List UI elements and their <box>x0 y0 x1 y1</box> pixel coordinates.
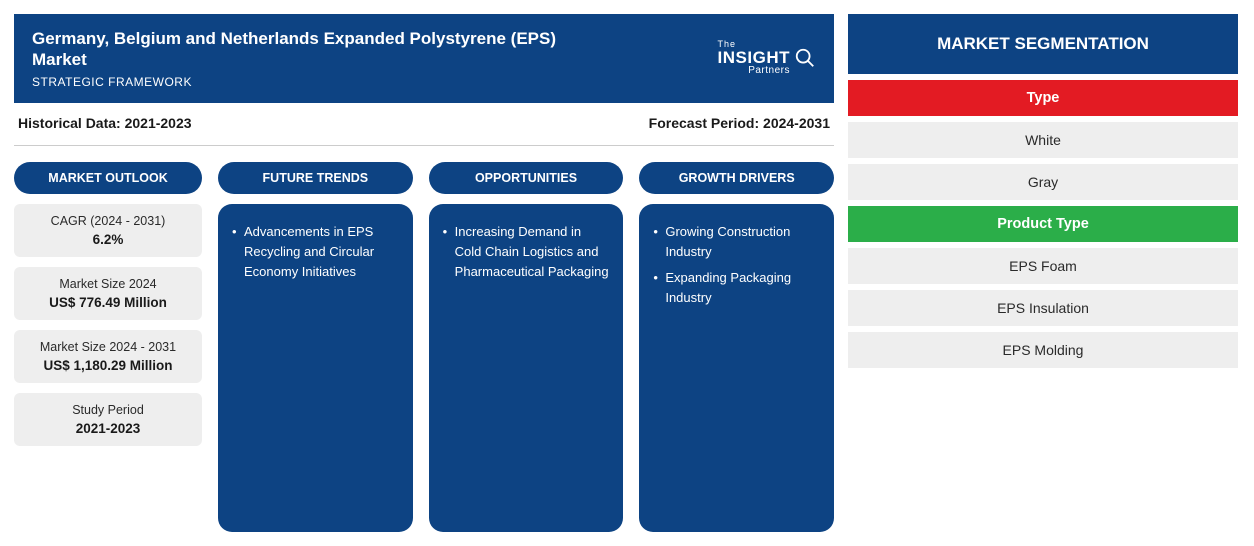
opportunities-heading: OPPORTUNITIES <box>429 162 624 194</box>
market-outlook-column: MARKET OUTLOOK CAGR (2024 - 2031) 6.2% M… <box>14 162 202 533</box>
list-item: Increasing Demand in Cold Chain Logistic… <box>443 222 610 282</box>
segmentation-heading: MARKET SEGMENTATION <box>848 14 1238 74</box>
forecast-period: Forecast Period: 2024-2031 <box>649 115 830 131</box>
list-item: Expanding Packaging Industry <box>653 268 820 308</box>
trends-list: Advancements in EPS Recycling and Circul… <box>232 222 399 282</box>
stat-value: 6.2% <box>22 232 194 247</box>
page-subtitle: STRATEGIC FRAMEWORK <box>32 75 592 89</box>
segmentation-item: EPS Foam <box>848 248 1238 284</box>
drivers-list: Growing Construction Industry Expanding … <box>653 222 820 309</box>
segmentation-item: EPS Insulation <box>848 290 1238 326</box>
opportunities-list: Increasing Demand in Cold Chain Logistic… <box>443 222 610 282</box>
stat-label: CAGR (2024 - 2031) <box>22 214 194 228</box>
page-title: Germany, Belgium and Netherlands Expande… <box>32 28 592 71</box>
stat-size-2031: Market Size 2024 - 2031 US$ 1,180.29 Mil… <box>14 330 202 383</box>
logo-insight: INSIGHT <box>718 49 790 66</box>
segmentation-item: EPS Molding <box>848 332 1238 368</box>
trends-content: Advancements in EPS Recycling and Circul… <box>218 204 413 533</box>
list-item: Advancements in EPS Recycling and Circul… <box>232 222 399 282</box>
trends-heading: FUTURE TRENDS <box>218 162 413 194</box>
stat-value: US$ 776.49 Million <box>22 295 194 310</box>
outlook-heading: MARKET OUTLOOK <box>14 162 202 194</box>
stat-cagr: CAGR (2024 - 2031) 6.2% <box>14 204 202 257</box>
segmentation-category-product-type: Product Type <box>848 206 1238 242</box>
header-bar: Germany, Belgium and Netherlands Expande… <box>14 14 834 103</box>
left-panel: Germany, Belgium and Netherlands Expande… <box>14 14 834 532</box>
stat-value: US$ 1,180.29 Million <box>22 358 194 373</box>
stat-size-2024: Market Size 2024 US$ 776.49 Million <box>14 267 202 320</box>
segmentation-item: Gray <box>848 164 1238 200</box>
opportunities-column: OPPORTUNITIES Increasing Demand in Cold … <box>429 162 624 533</box>
stat-study-period: Study Period 2021-2023 <box>14 393 202 446</box>
segmentation-panel: MARKET SEGMENTATION Type White Gray Prod… <box>848 14 1238 532</box>
drivers-content: Growing Construction Industry Expanding … <box>639 204 834 533</box>
logo-partners: Partners <box>718 66 790 76</box>
list-item: Growing Construction Industry <box>653 222 820 262</box>
drivers-heading: GROWTH DRIVERS <box>639 162 834 194</box>
brand-logo: The INSIGHT Partners <box>718 40 816 76</box>
period-row: Historical Data: 2021-2023 Forecast Peri… <box>14 103 834 146</box>
stat-label: Market Size 2024 - 2031 <box>22 340 194 354</box>
stat-label: Study Period <box>22 403 194 417</box>
header-text: Germany, Belgium and Netherlands Expande… <box>32 28 592 89</box>
stat-label: Market Size 2024 <box>22 277 194 291</box>
columns: MARKET OUTLOOK CAGR (2024 - 2031) 6.2% M… <box>14 162 834 533</box>
future-trends-column: FUTURE TRENDS Advancements in EPS Recycl… <box>218 162 413 533</box>
growth-drivers-column: GROWTH DRIVERS Growing Construction Indu… <box>639 162 834 533</box>
stat-value: 2021-2023 <box>22 421 194 436</box>
opportunities-content: Increasing Demand in Cold Chain Logistic… <box>429 204 624 533</box>
historical-period: Historical Data: 2021-2023 <box>18 115 192 131</box>
logo-text: The INSIGHT Partners <box>718 40 790 76</box>
magnifier-icon <box>794 47 816 69</box>
segmentation-category-type: Type <box>848 80 1238 116</box>
segmentation-item: White <box>848 122 1238 158</box>
